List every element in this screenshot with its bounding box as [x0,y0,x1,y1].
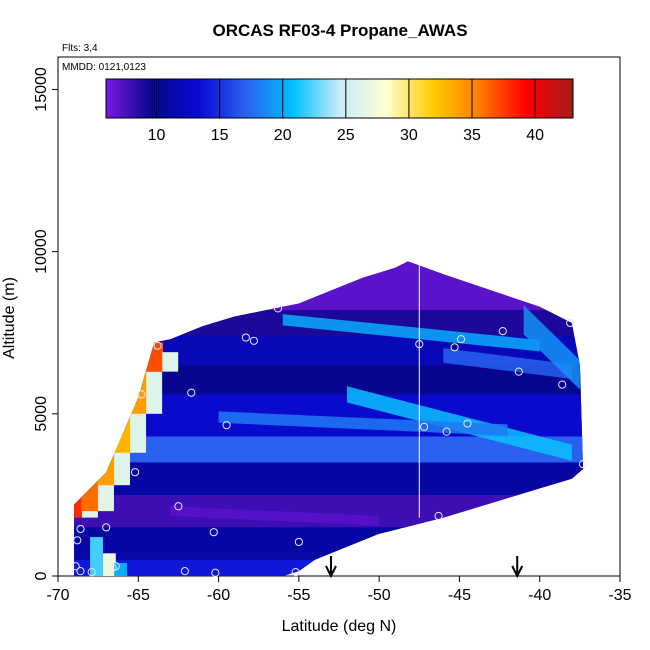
heatmap-edge-cell [97,426,116,486]
sample-point [578,459,588,469]
sample-point [180,567,189,576]
x-axis-label: Latitude (deg N) [282,618,397,635]
heatmap-edge-cell [113,394,132,453]
colorbar-gradient [105,78,574,119]
sample-point [566,318,575,328]
x-axis-ticks: -70 -65 -60 -55 -50 -45 -40 -35 [46,576,632,604]
y-tick-label: 0 [33,571,50,580]
heatmap-edge-cell [90,537,103,576]
y-axis-ticks: 0 5000 10000 15000 [33,67,58,580]
sample-point [102,523,111,532]
y-tick-label: 15000 [33,67,50,112]
x-tick-label: -55 [287,587,310,604]
colorbar-tick-label: 40 [526,127,544,144]
heatmap-streak [170,506,380,526]
sample-point [222,421,231,430]
sample-point [73,536,82,545]
heatmap-band [74,527,584,560]
x-tick-label: -65 [127,587,150,604]
sample-point [209,528,218,537]
heatmap-band [74,462,584,495]
y-axis-label: Altitude (m) [1,277,18,359]
heatmap-band [74,261,584,311]
heatmap-streak [523,305,580,390]
sample-point [463,419,472,428]
heatmap-edge-cell [114,563,128,576]
y-tick-label: 5000 [33,396,50,432]
heatmap-edge-cell [81,459,99,512]
sample-point [450,343,459,352]
sample-point [76,524,85,534]
sample-point [442,427,451,436]
colorbar-tick-label: 25 [337,127,355,144]
sample-point [514,367,523,376]
sample-point [434,511,443,521]
latitude-markers [325,556,524,579]
sample-point [498,326,507,336]
sample-points [71,304,588,577]
heatmap-band [74,559,584,576]
sample-point [130,468,140,477]
colorbar-tick-label: 20 [274,127,292,144]
sample-point [153,341,162,350]
sample-point [211,568,220,577]
colorbar-ticks: 10 15 20 25 30 35 40 [148,79,544,144]
colorbar-tick-label: 35 [463,127,481,144]
x-tick-label: -70 [46,587,69,604]
sample-point [415,339,424,349]
sample-point [187,388,196,397]
heatmap-edge-cell [102,553,116,576]
marker-arrow-head [325,565,337,579]
x-tick-label: -35 [608,587,631,604]
x-tick-label: -40 [528,587,551,604]
colorbar-tick-label: 15 [211,127,229,144]
sample-point [87,568,96,577]
marker-arrow-head [511,565,524,579]
heatmap-streak [218,411,508,436]
heatmap-edge-cell [74,494,83,518]
sample-point [111,562,120,571]
flights-note: Flts: 3,4 [62,43,98,54]
y-tick-label: 10000 [33,229,50,274]
sample-point [273,304,283,313]
colorbar: 10 15 20 25 30 35 40 [105,78,574,144]
sample-point [174,502,183,511]
heatmap-edge-cell [146,371,163,414]
sample-point [249,336,258,345]
colorbar-tick-label: 10 [148,127,166,144]
x-tick-label: -50 [368,587,391,604]
sample-point [241,333,250,342]
sample-point [294,537,303,547]
heatmap-streak [282,314,540,352]
sample-point [291,568,300,577]
heatmap-streak [443,348,572,379]
sample-point [137,390,146,399]
heatmap-edge-cell [162,352,179,372]
colorbar-tick-label: 30 [400,127,418,144]
sample-point [76,567,85,576]
sample-point [456,335,466,344]
x-tick-label: -60 [207,587,230,604]
sample-point [71,562,80,571]
sample-point [558,380,567,389]
dates-note: MMDD: 0121,0123 [62,62,146,73]
heatmap-edge-cell [130,404,147,453]
x-tick-label: -45 [448,587,471,604]
plot-frame [57,56,621,577]
chart-title: ORCAS RF03-4 Propane_AWAS [212,21,467,40]
heatmap-edge-cell [129,361,148,414]
sample-point [420,422,429,431]
